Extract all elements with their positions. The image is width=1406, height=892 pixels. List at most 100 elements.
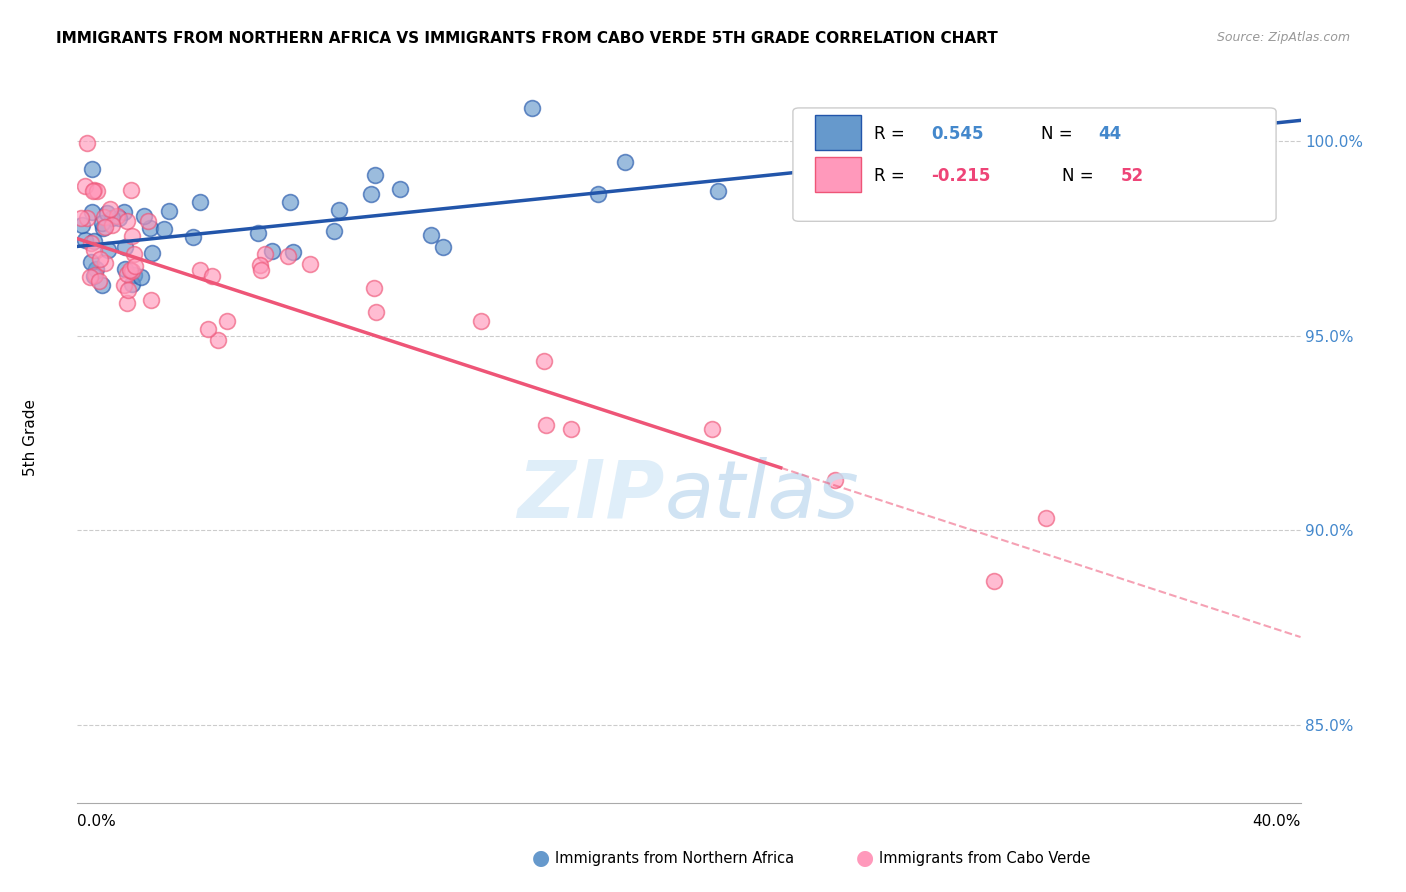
Point [1198,122,1220,136]
Point [322,224,344,238]
Point [122,268,145,282]
Point [139,293,162,307]
Point [278,194,301,209]
Point [73,179,96,194]
Point [181,229,204,244]
Point [100,218,122,232]
Point [76,136,98,150]
Point [121,264,143,278]
Point [87,274,110,288]
Point [121,277,143,291]
Point [124,247,146,261]
Point [83,244,105,258]
Point [360,187,382,202]
Point [86,184,108,198]
Point [132,209,155,223]
Point [83,268,105,283]
Point [94,256,117,270]
Point [188,194,211,209]
Text: 0.0%: 0.0% [77,814,117,830]
Text: Immigrants from Northern Africa: Immigrants from Northern Africa [555,851,794,865]
Point [136,213,159,227]
Point [260,244,283,258]
Point [824,473,846,487]
Point [97,243,120,257]
Point [470,313,492,327]
Point [105,209,128,223]
Point [91,221,114,235]
Point [153,222,176,236]
Text: Source: ZipAtlas.com: Source: ZipAtlas.com [1216,31,1350,45]
Point [101,211,124,226]
Text: R =: R = [873,167,910,185]
Point [707,184,730,198]
Point [117,267,139,281]
Point [112,205,135,219]
Point [98,202,121,216]
Point [328,203,350,218]
Point [76,211,98,225]
Point [197,321,219,335]
Text: 0.545: 0.545 [931,125,984,143]
Text: 44: 44 [1098,125,1122,143]
Text: ●: ● [856,848,873,868]
Point [93,220,115,235]
Point [90,216,112,230]
Point [522,101,544,115]
Point [366,305,388,319]
Point [124,259,146,273]
Text: ●: ● [533,848,550,868]
Point [90,277,112,292]
Text: N =: N = [1042,125,1078,143]
Point [249,258,271,272]
Point [560,421,582,435]
Point [217,314,239,328]
Point [70,218,93,232]
Point [89,252,111,266]
Point [80,162,103,177]
Point [69,211,91,226]
Point [117,295,139,310]
Point [247,226,270,240]
Text: IMMIGRANTS FROM NORTHERN AFRICA VS IMMIGRANTS FROM CABO VERDE 5TH GRADE CORRELAT: IMMIGRANTS FROM NORTHERN AFRICA VS IMMIG… [56,31,998,46]
Point [432,240,454,254]
Point [201,268,224,283]
Point [157,203,180,218]
Point [588,187,610,202]
Point [73,233,96,247]
Text: N =: N = [1062,167,1099,185]
Point [188,263,211,277]
Point [112,278,135,293]
Point [139,221,162,235]
Point [983,574,1005,589]
Point [80,235,103,250]
Point [83,234,105,248]
Point [207,334,229,348]
Point [83,183,105,197]
Point [131,269,153,284]
Point [533,353,555,368]
Point [363,281,385,295]
Point [83,268,105,282]
Point [534,418,557,433]
Point [388,181,411,195]
Point [277,249,299,263]
Point [254,246,277,260]
Bar [815,114,862,150]
Bar [815,157,862,192]
Point [281,245,304,260]
Point [117,283,139,297]
Point [114,262,136,277]
Point [121,228,143,243]
Point [250,263,273,277]
Text: ZIP: ZIP [517,457,665,534]
Point [79,255,101,269]
Point [79,270,101,285]
Text: 5th Grade: 5th Grade [24,399,38,475]
Point [364,168,387,182]
Point [120,183,142,197]
Point [141,246,163,260]
Point [96,206,118,220]
Point [84,261,107,276]
Point [114,240,136,254]
